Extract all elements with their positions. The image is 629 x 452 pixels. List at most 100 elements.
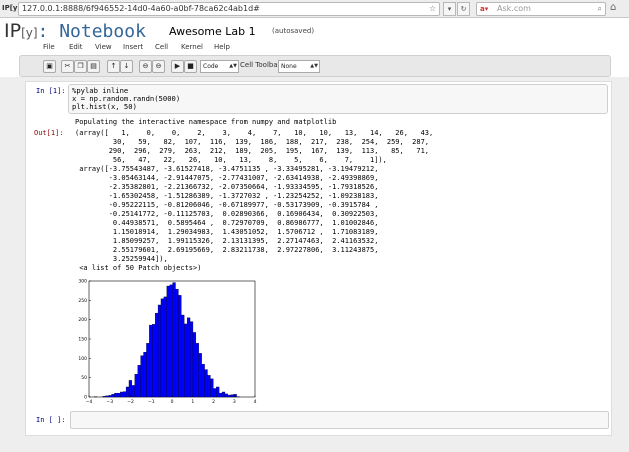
- histogram-bar: [152, 324, 156, 398]
- output-line: 1.15018914, 1.29034983, 1.43051052, 1.57…: [75, 228, 379, 236]
- histogram-bar: [204, 369, 208, 398]
- ipython-logo[interactable]: IP[y]: Notebook: [4, 20, 146, 42]
- save-icon[interactable]: ▣: [43, 60, 56, 73]
- chevron-down-icon: ▲▼: [310, 63, 318, 69]
- search-engine-icon[interactable]: a▾: [480, 5, 489, 13]
- histogram-bar: [184, 323, 188, 398]
- histogram-bar: [128, 380, 133, 398]
- insert-below-icon[interactable]: ⊖: [152, 60, 165, 73]
- histogram-bar: [140, 355, 144, 398]
- code-line: x = np.random.randn(5000): [72, 94, 181, 103]
- histogram-bar: [137, 365, 141, 398]
- menu-file[interactable]: File: [43, 43, 55, 51]
- histogram-bar: [201, 363, 205, 398]
- input-prompt: In [1]:: [36, 87, 66, 95]
- input-prompt-empty: In [ ]:: [36, 416, 66, 424]
- y-tick-label: 200: [78, 317, 87, 323]
- output-prompt: Out[1]:: [34, 129, 64, 137]
- output-line: 30, 59, 82, 107, 116, 139, 186, 188, 217…: [75, 138, 430, 146]
- bookmark-star-icon[interactable]: ☆: [428, 4, 436, 13]
- histogram-bar: [117, 392, 121, 398]
- move-up-icon[interactable]: ↑: [107, 60, 120, 73]
- histogram-bar: [114, 392, 118, 398]
- cut-icon[interactable]: ✂: [61, 60, 74, 73]
- menu-cell[interactable]: Cell: [155, 43, 169, 51]
- menu-kernel[interactable]: Kernel: [181, 43, 203, 51]
- notebook-toolbar: ▣ ✂ ❐ ▤ ↑ ↓ ⊖ ⊖ ▶ ■ Code ▲▼ Cell Toolbar…: [19, 55, 611, 77]
- menu-view[interactable]: View: [95, 43, 112, 51]
- home-icon[interactable]: ⌂: [610, 2, 617, 13]
- histogram-bar: [230, 394, 234, 398]
- paste-icon[interactable]: ▤: [87, 60, 100, 73]
- insert-above-icon[interactable]: ⊖: [139, 60, 152, 73]
- search-icon[interactable]: ⌕: [597, 4, 602, 13]
- reload-icon[interactable]: ↻: [457, 2, 470, 16]
- menu-help[interactable]: Help: [214, 43, 230, 51]
- histogram-bar: [111, 394, 115, 398]
- y-tick-label: 300: [78, 279, 87, 285]
- histogram-bar: [169, 284, 173, 398]
- output-line: -1.65302458, -1.51286389, -1.3727032 , -…: [75, 192, 379, 200]
- autosave-status: (autosaved): [272, 27, 315, 35]
- url-input[interactable]: 127.0.0.1:8888/6f946552-14d0-4a60-a0bf-7…: [18, 2, 440, 16]
- histogram-bar: [186, 317, 191, 398]
- code-line: plt.hist(x, 50): [72, 102, 137, 111]
- y-tick-label: 250: [78, 298, 87, 304]
- code-cell-input-empty[interactable]: [70, 411, 609, 429]
- y-tick-label: 100: [78, 356, 87, 362]
- histogram-bar: [213, 388, 217, 398]
- output-line: <a list of 50 Patch objects>): [75, 264, 202, 272]
- dropdown-arrow-icon[interactable]: ▾: [443, 2, 456, 16]
- output-line: -3.05463144, -2.91447075, -2.77431007, -…: [75, 174, 379, 182]
- notebook-title[interactable]: Awesome Lab 1: [169, 25, 256, 38]
- x-tick-label: 0: [171, 399, 174, 403]
- x-tick-label: −1: [148, 399, 155, 403]
- histogram-bar: [178, 295, 182, 398]
- menu-edit[interactable]: Edit: [69, 43, 83, 51]
- stop-icon[interactable]: ■: [184, 60, 197, 73]
- copy-icon[interactable]: ❐: [74, 60, 87, 73]
- histogram-bar: [198, 353, 202, 398]
- cell-type-select[interactable]: Code ▲▼: [200, 60, 239, 73]
- histogram-bar: [218, 392, 223, 398]
- output-line: 2.55179601, 2.69195669, 2.83211738, 2.97…: [75, 246, 379, 254]
- histogram-bar: [166, 285, 170, 398]
- histogram-bar: [181, 314, 185, 398]
- menubar: File Edit View Insert Cell Kernel Help: [23, 40, 603, 54]
- x-tick-label: 4: [254, 399, 257, 403]
- code-cell-input[interactable]: %pylab inline x = np.random.randn(5000) …: [68, 84, 608, 114]
- histogram-bar: [160, 298, 165, 398]
- output-line: 0.44938571, 0.5895464 , 0.72970709, 0.86…: [75, 219, 379, 227]
- output-line: -0.95222115, -0.81206046, -0.67189977, -…: [75, 201, 379, 209]
- menu-insert[interactable]: Insert: [123, 43, 144, 51]
- histogram-bar: [149, 324, 153, 398]
- output-line: 1.85099257, 1.99115326, 2.13131395, 2.27…: [75, 237, 379, 245]
- logo-ip: IP: [4, 20, 22, 42]
- move-down-icon[interactable]: ↓: [120, 60, 133, 73]
- run-icon[interactable]: ▶: [171, 60, 184, 73]
- histogram-bar: [108, 395, 112, 398]
- favicon-icon: IP[y]: [2, 4, 21, 12]
- histogram-bar: [175, 288, 179, 398]
- histogram-bar: [105, 395, 109, 398]
- histogram-bar: [207, 375, 211, 398]
- y-tick-label: 50: [81, 375, 87, 381]
- histogram-chart: −4 −3 −2 −1 0 1 2 3 4 0 50 100 150 200 250 300: [78, 279, 257, 404]
- stdout-text: Populating the interactive namespace fro…: [75, 118, 337, 126]
- code-line: %pylab inline: [72, 86, 129, 95]
- x-tick-label: 3: [233, 399, 236, 403]
- browser-toolbar: IP[y] 127.0.0.1:8888/6f946552-14d0-4a60-…: [0, 0, 629, 18]
- x-tick-label: 2: [212, 399, 215, 403]
- histogram-bar: [221, 391, 226, 398]
- histogram-bar: [134, 374, 138, 398]
- histogram-bar: [195, 343, 199, 398]
- search-input[interactable]: a▾ Ask.com ⌕: [476, 2, 606, 16]
- histogram-bar: [224, 393, 229, 398]
- histogram-bar: [154, 312, 159, 398]
- chevron-down-icon: ▲▼: [229, 63, 237, 69]
- url-text: 127.0.0.1:8888/6f946552-14d0-4a60-a0bf-7…: [22, 4, 260, 13]
- histogram-bar: [227, 394, 231, 398]
- histogram-bar: [216, 386, 220, 398]
- histogram-bar: [233, 394, 237, 398]
- cell-toolbar-select[interactable]: None ▲▼: [278, 60, 320, 73]
